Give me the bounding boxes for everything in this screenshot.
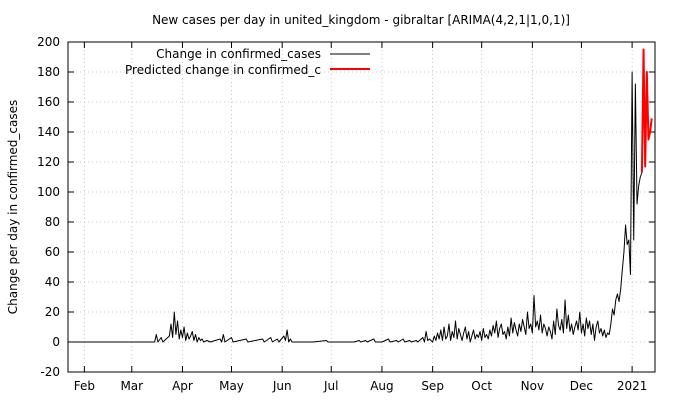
x-tick-label: Oct — [471, 379, 492, 393]
x-tick-label: May — [219, 379, 244, 393]
axis-ticks: -20 0 20 40 60 80 100 120 140 160 180 200 Feb Mar Apr M… — [37, 35, 655, 393]
x-tick-label: 2021 — [617, 379, 648, 393]
y-tick-label: 200 — [37, 35, 60, 49]
y-tick-label: 120 — [37, 155, 60, 169]
legend-label-actual: Change in confirmed_cases — [156, 47, 321, 61]
y-tick-label: 160 — [37, 95, 60, 109]
y-tick-label: 20 — [45, 305, 60, 319]
x-tick-label: Feb — [74, 379, 95, 393]
plot-frame — [67, 41, 656, 373]
x-tick-label: Mar — [120, 379, 143, 393]
series-line-predicted — [640, 48, 653, 173]
y-tick-label: 40 — [45, 275, 60, 289]
y-tick-label: 0 — [52, 335, 60, 349]
series-line-actual — [68, 71, 643, 343]
y-tick-label: 100 — [37, 185, 60, 199]
y-axis-label: Change per day in confirmed_cases — [6, 100, 20, 315]
y-tick-label: 60 — [45, 245, 60, 259]
y-tick-label: 140 — [37, 125, 60, 139]
x-tick-label: Aug — [370, 379, 393, 393]
x-tick-label: Jul — [323, 379, 338, 393]
x-tick-label: Jun — [272, 379, 292, 393]
x-tick-label: Dec — [570, 379, 593, 393]
legend: Change in confirmed_cases Predicted chan… — [125, 47, 370, 77]
x-tick-label: Apr — [172, 379, 193, 393]
x-tick-label: Sep — [421, 379, 444, 393]
y-tick-label: 80 — [45, 215, 60, 229]
series-lines — [68, 48, 653, 343]
legend-label-predicted: Predicted change in confirmed_c — [125, 63, 321, 77]
y-tick-label: 180 — [37, 65, 60, 79]
y-tick-label: -20 — [40, 365, 60, 379]
chart-title: New cases per day in united_kingdom - gi… — [152, 13, 570, 27]
x-tick-label: Nov — [521, 379, 544, 393]
